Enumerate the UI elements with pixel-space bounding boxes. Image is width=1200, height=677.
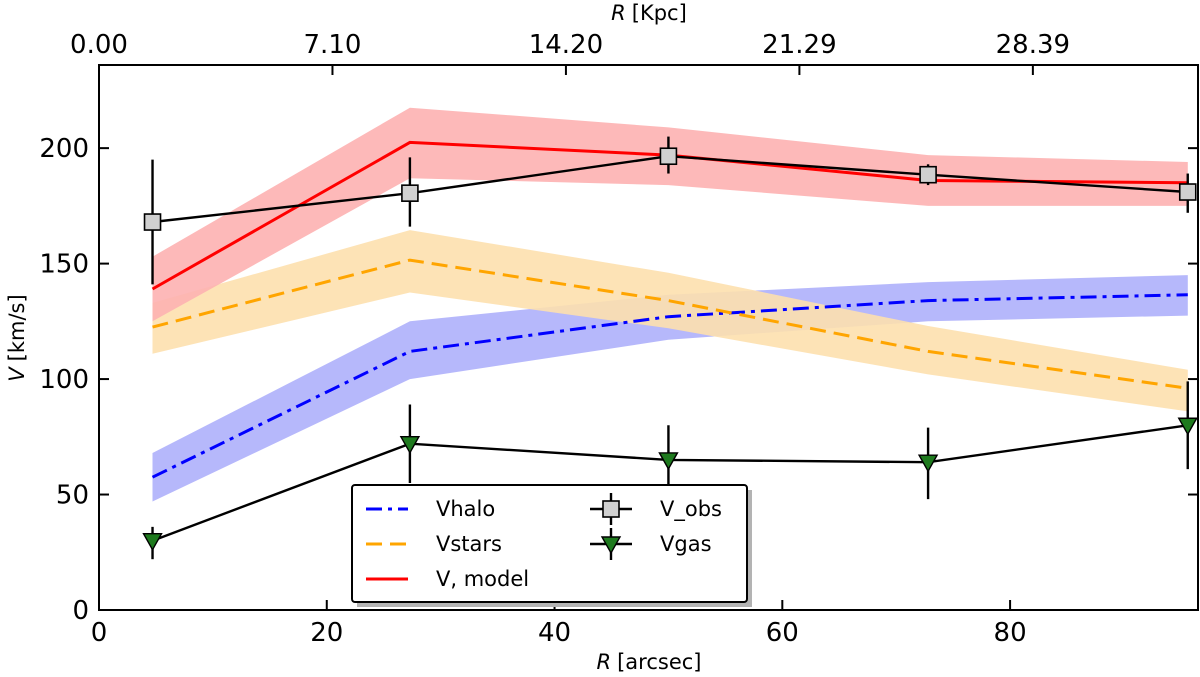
legend-vhalo-label: Vhalo xyxy=(436,497,495,521)
x-axis-var: R xyxy=(597,650,612,674)
x-tick-label: 20 xyxy=(310,618,343,648)
v-obs-point xyxy=(919,165,937,184)
legend-box xyxy=(351,484,748,603)
vstars-line xyxy=(152,258,1189,390)
y-axis-var: V xyxy=(5,366,29,382)
x-tick-label: 40 xyxy=(538,618,571,648)
v-obs-point xyxy=(401,184,419,202)
legend: Vhalo Vstars V, model V_obs Vgas xyxy=(351,484,752,607)
x2-tick-label: 21.29 xyxy=(762,30,836,60)
plot-frame xyxy=(98,64,1199,611)
legend-v-obs-marker xyxy=(602,500,620,518)
y-axis-unit: [km/s] xyxy=(5,294,29,361)
x2-tick-label: 7.10 xyxy=(304,30,362,60)
legend-v-obs-label: V_obs xyxy=(660,497,722,522)
y-tick-label: 100 xyxy=(39,365,89,395)
y-tick-label: 200 xyxy=(39,134,89,164)
x-tick-label: 60 xyxy=(766,618,799,648)
v-model-band xyxy=(152,107,1188,322)
x-axis-unit: [arcsec] xyxy=(617,650,701,674)
vgas-point xyxy=(917,454,939,473)
y-axis-title: V [km/s] xyxy=(5,294,29,381)
x-axis-title: R [arcsec] xyxy=(597,650,702,674)
x2-axis-title: R [Kpc] xyxy=(611,1,687,25)
vgas-point xyxy=(142,533,163,552)
x2-tick-label: 28.39 xyxy=(996,30,1070,60)
x2-tick-label: 0.00 xyxy=(70,30,128,60)
x2-tick-label: 14.20 xyxy=(529,30,603,60)
y-tick-label: 50 xyxy=(56,481,89,511)
legend-v-model-label: V, model xyxy=(436,567,529,591)
legend-vstars-label: Vstars xyxy=(436,532,502,556)
vgas-point xyxy=(1177,417,1198,436)
y-tick-label: 0 xyxy=(72,596,89,626)
v-obs-point xyxy=(143,213,162,231)
x-tick-label: 0 xyxy=(91,618,108,648)
legend-vgas-label: Vgas xyxy=(660,532,712,556)
vhalo-band xyxy=(152,275,1188,502)
v-obs-point xyxy=(1178,183,1197,201)
v-obs-point xyxy=(659,147,678,166)
vgas-point xyxy=(658,452,679,471)
y-tick-label: 150 xyxy=(39,250,89,280)
x2-axis-var: R xyxy=(611,1,626,25)
vhalo-line xyxy=(151,293,1188,479)
vgas-point xyxy=(399,436,421,455)
vstars-band xyxy=(152,230,1188,412)
legend-vgas-marker xyxy=(600,536,622,555)
x-tick-label: 80 xyxy=(994,618,1027,648)
confidence-bands xyxy=(152,107,1188,502)
x2-axis-unit: [Kpc] xyxy=(632,1,687,25)
series-markers xyxy=(142,136,1198,560)
axis-ticks: 0 20 40 60 80 0 50 100 150 200 0.00 7.10 14.20 21.29 2… xyxy=(39,30,1198,648)
